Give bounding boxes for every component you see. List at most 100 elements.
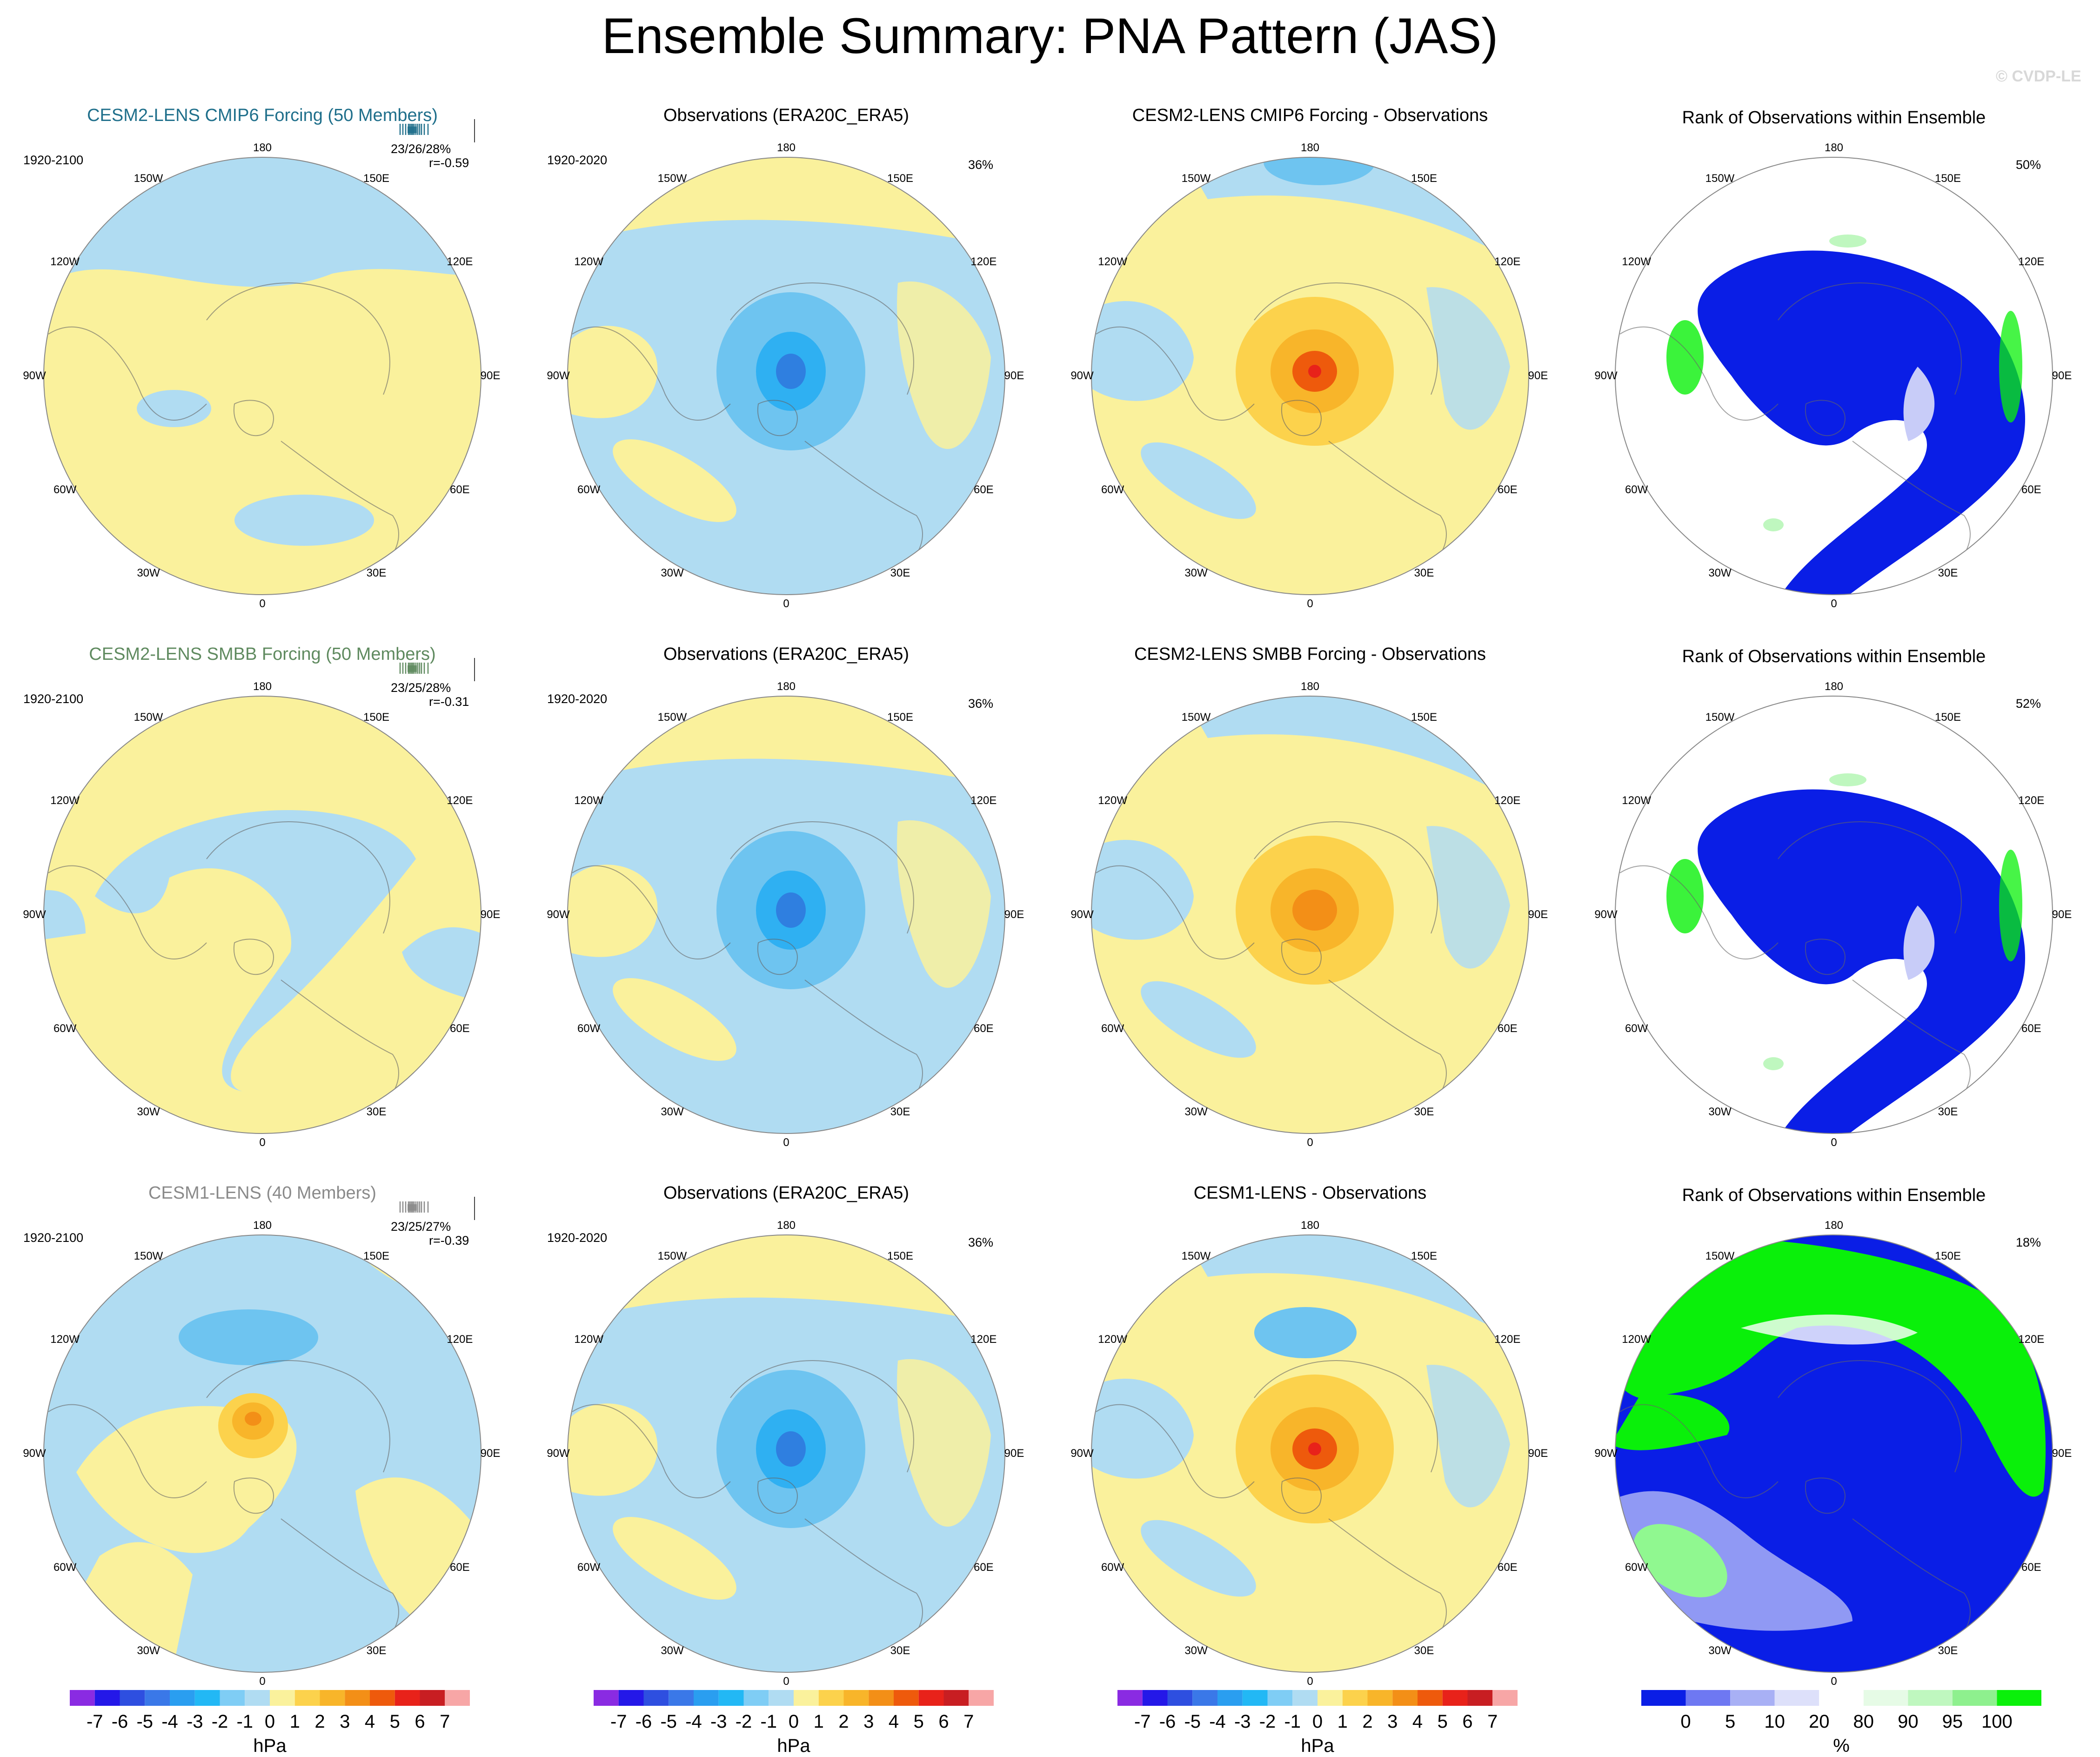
colorbar-swatch xyxy=(1342,1690,1368,1706)
negative-anomaly-region xyxy=(137,390,211,427)
negative-anomaly-core xyxy=(776,892,806,928)
colorbar-swatch xyxy=(894,1690,919,1706)
longitude-label: 0 xyxy=(259,1136,266,1149)
longitude-label: 120E xyxy=(447,794,473,807)
longitude-label: 150E xyxy=(363,711,390,724)
colorbar-swatch xyxy=(1685,1690,1731,1706)
rank-high-patch xyxy=(1666,320,1704,395)
longitude-label: 30E xyxy=(1938,567,1958,580)
coastline xyxy=(1096,1404,1255,1498)
colorbar-tick-label: 3 xyxy=(340,1711,350,1732)
colorbar-tick-label: 5 xyxy=(913,1711,924,1732)
colorbar-swatch xyxy=(170,1690,195,1706)
polar-map xyxy=(567,696,1005,1134)
negative-anomaly-core xyxy=(776,1431,806,1467)
colorbar-tick-label: -2 xyxy=(211,1711,228,1732)
map-boundary xyxy=(43,1234,482,1673)
longitude-label: 30E xyxy=(890,567,910,580)
colorbar-tick-label: -4 xyxy=(1209,1711,1226,1732)
map-boundary xyxy=(1615,157,2053,595)
model-map-panel-row1: CESM2-LENS CMIP6 Forcing (50 Members) 180… xyxy=(0,79,525,618)
watermark: © CVDP-LE xyxy=(1996,67,2081,85)
colorbar-tick-label: 4 xyxy=(364,1711,375,1732)
negative-anomaly-core xyxy=(179,1309,318,1365)
colorbar-swatch xyxy=(1392,1690,1418,1706)
longitude-label: 180 xyxy=(1300,680,1320,693)
longitude-label: 120E xyxy=(2018,794,2045,807)
longitude-label: 150E xyxy=(1934,711,1961,724)
rank-map-panel-row3: Rank of Observations within Ensemble 180 1… xyxy=(1572,1157,2096,1696)
longitude-label: 150W xyxy=(1181,172,1211,185)
longitude-label: 60W xyxy=(577,483,601,496)
map-boundary xyxy=(567,1234,1005,1673)
longitude-label: 30E xyxy=(366,1106,387,1119)
longitude-label: 60E xyxy=(1497,1022,1518,1035)
longitude-label: 120W xyxy=(574,794,603,807)
percent-stats: 23/25/27% xyxy=(391,1220,451,1234)
colorbar-swatch xyxy=(769,1690,794,1706)
colorbar-tick-label: -1 xyxy=(236,1711,254,1732)
longitude-label: 180 xyxy=(776,680,796,693)
coastline xyxy=(1254,821,1438,934)
positive-anomaly-region xyxy=(613,439,736,522)
colorbar-tick-label: -4 xyxy=(685,1711,702,1732)
percent-variance: 36% xyxy=(968,158,994,172)
longitude-label: 60W xyxy=(1625,1561,1648,1574)
positive-anomaly-patch xyxy=(897,1359,991,1527)
longitude-label: 120W xyxy=(1098,255,1127,268)
longitude-label: 120E xyxy=(447,255,473,268)
colorbar-tick-label: -6 xyxy=(635,1711,652,1732)
longitude-label: 90W xyxy=(547,1447,570,1460)
longitude-label: 150W xyxy=(1181,1249,1211,1262)
polar-map xyxy=(1091,696,1529,1134)
longitude-label: 0 xyxy=(1307,1675,1313,1688)
negative-anomaly-patch xyxy=(1426,1365,1510,1508)
longitude-label: 150E xyxy=(363,1249,390,1262)
longitude-label: 30W xyxy=(661,1106,684,1119)
colorbar-tick-label: -5 xyxy=(660,1711,677,1732)
colorbar-tick-label: 0 xyxy=(1680,1711,1691,1732)
longitude-label: 150E xyxy=(887,711,914,724)
coastline xyxy=(48,865,207,959)
ensemble-spread-rug xyxy=(399,658,475,681)
coastline xyxy=(1805,939,1846,975)
longitude-label: 120E xyxy=(447,1333,473,1346)
polar-map xyxy=(43,696,482,1134)
longitude-label: 60W xyxy=(1101,1022,1124,1035)
longitude-label: 60E xyxy=(973,1561,994,1574)
colorbar-swatch xyxy=(818,1690,844,1706)
panel-title: Observations (ERA20C_ERA5) xyxy=(663,106,909,125)
rank-high-patch xyxy=(1666,859,1704,933)
polar-map xyxy=(1615,157,2053,595)
longitude-label: 120E xyxy=(2018,1333,2045,1346)
longitude-label: 120W xyxy=(1622,1333,1651,1346)
colorbar-swatch xyxy=(1267,1690,1293,1706)
longitude-label: 30W xyxy=(1708,1106,1732,1119)
colorbar-swatch xyxy=(270,1690,295,1706)
panel-title: Rank of Observations within Ensemble xyxy=(1682,647,1986,666)
longitude-label: 90W xyxy=(1594,1447,1618,1460)
obs-map-panel-row2: Observations (ERA20C_ERA5) 180 150E 120E 90E… xyxy=(524,618,1049,1157)
longitude-label: 180 xyxy=(1300,141,1320,154)
colorbar-swatch xyxy=(718,1690,744,1706)
longitude-label: 30W xyxy=(661,567,684,580)
polar-map xyxy=(1091,1234,1529,1673)
longitude-label: 30E xyxy=(1938,1106,1958,1119)
coastline xyxy=(1778,282,1962,395)
longitude-label: 90E xyxy=(1528,369,1548,382)
rank-high-patch xyxy=(1999,311,2022,422)
colorbar-tick-label: 2 xyxy=(314,1711,325,1732)
longitude-label: 30W xyxy=(661,1644,684,1657)
longitude-label: 60E xyxy=(973,1022,994,1035)
map-fill xyxy=(44,696,481,1133)
longitude-label: 120W xyxy=(1622,794,1651,807)
panel-title: Observations (ERA20C_ERA5) xyxy=(663,644,909,664)
map-fill xyxy=(1615,1235,2053,1672)
map-boundary xyxy=(1091,157,1529,595)
page-title: Ensemble Summary: PNA Pattern (JAS) xyxy=(602,7,1498,64)
positive-anomaly-core xyxy=(245,1412,261,1426)
longitude-label: 150W xyxy=(134,711,163,724)
period-label: 1920-2020 xyxy=(547,692,608,706)
longitude-label: 90W xyxy=(1594,908,1618,921)
coastline xyxy=(48,326,207,421)
